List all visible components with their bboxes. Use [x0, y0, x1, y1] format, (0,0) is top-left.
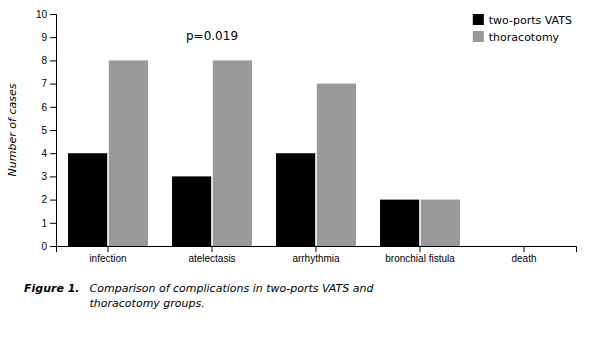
x-tick: atelectasis [188, 246, 235, 264]
y-tick-label: 5 [41, 125, 47, 136]
y-tick-mark [50, 84, 56, 85]
legend-item: two-ports VATS [473, 14, 572, 27]
bar-series [109, 60, 460, 246]
legend-swatch [473, 14, 484, 25]
bar [421, 200, 460, 246]
y-tick-mark [50, 14, 56, 15]
x-tick-label: bronchial fistula [385, 253, 455, 264]
y-tick: 3 [41, 171, 56, 182]
y-tick-mark [50, 246, 56, 247]
y-tick-mark [50, 107, 56, 108]
bar [525, 246, 564, 247]
y-tick: 8 [41, 55, 56, 66]
legend-swatch [473, 31, 484, 42]
x-tick-mark [316, 246, 317, 252]
y-tick-label: 0 [41, 241, 47, 252]
y-tick-label: 1 [41, 218, 47, 229]
bar [484, 246, 523, 247]
y-tick: 4 [41, 148, 56, 159]
bar [380, 200, 419, 246]
y-tick: 9 [41, 32, 56, 43]
annotation: p=0.019 [186, 29, 238, 43]
x-tick: arrhythmia [292, 246, 340, 264]
y-tick-label: 6 [41, 102, 47, 113]
x-tick: bronchial fistula [385, 246, 455, 264]
legend: two-ports VATS thoracotomy [473, 14, 572, 44]
x-tick-mark [524, 246, 525, 252]
caption-label: Figure 1. [24, 282, 80, 295]
x-tick-label: death [511, 253, 536, 264]
y-tick-label: 2 [41, 194, 47, 205]
bar [317, 84, 356, 246]
bars [68, 60, 460, 246]
bar [172, 176, 211, 246]
y-tick-mark [50, 37, 56, 38]
x-tick-label: atelectasis [188, 253, 235, 264]
y-tick-label: 7 [41, 78, 47, 89]
y-axis-title: Number of cases [6, 83, 19, 176]
y-tick-mark [50, 130, 56, 131]
y-tick-mark [50, 223, 56, 224]
legend-item: thoracotomy [473, 31, 560, 44]
y-tick-label: 10 [36, 9, 48, 20]
y-tick: 7 [41, 78, 56, 89]
x-axis-line [57, 247, 577, 253]
y-tick-mark [50, 200, 56, 201]
bar [68, 153, 107, 246]
bar [213, 60, 252, 246]
legend-label: two-ports VATS [489, 14, 572, 27]
y-tick: 5 [41, 125, 56, 136]
x-tick-mark [420, 246, 421, 252]
y-tick-mark [50, 176, 56, 177]
x-tick: infection [89, 246, 126, 264]
caption-text: thoracotomy groups. [90, 297, 205, 310]
chart-svg: 0 1 2 3 4 5 6 7 8 9 10 infection atelectasis arrhythm… [0, 0, 590, 363]
x-tick-label: arrhythmia [292, 253, 340, 264]
y-tick: 6 [41, 102, 56, 113]
x-axis: infection atelectasis arrhythmia bronchial … [57, 246, 577, 264]
chart-container: 0 1 2 3 4 5 6 7 8 9 10 infection atelectasis arrhythm… [0, 0, 590, 363]
caption-text: Comparison of complications in two-ports… [90, 282, 375, 295]
bar [276, 153, 315, 246]
y-tick-label: 8 [41, 55, 47, 66]
bar [109, 60, 148, 246]
y-tick: 10 [36, 9, 56, 20]
y-tick-label: 9 [41, 32, 47, 43]
legend-label: thoracotomy [489, 31, 560, 44]
y-tick-mark [50, 60, 56, 61]
y-axis: 0 1 2 3 4 5 6 7 8 9 10 [36, 9, 57, 252]
y-tick: 2 [41, 194, 56, 205]
x-tick-mark [108, 246, 109, 252]
y-tick: 0 [41, 241, 56, 252]
x-tick-mark [212, 246, 213, 252]
y-tick: 1 [41, 218, 56, 229]
x-tick: death [511, 246, 536, 264]
y-tick-label: 4 [41, 148, 47, 159]
y-tick-label: 3 [41, 171, 47, 182]
x-tick-label: infection [89, 253, 126, 264]
y-tick-mark [50, 153, 56, 154]
plot-area: 0 1 2 3 4 5 6 7 8 9 10 infection atelectasis arrhythm… [36, 9, 577, 264]
y-axis-line [50, 15, 57, 247]
